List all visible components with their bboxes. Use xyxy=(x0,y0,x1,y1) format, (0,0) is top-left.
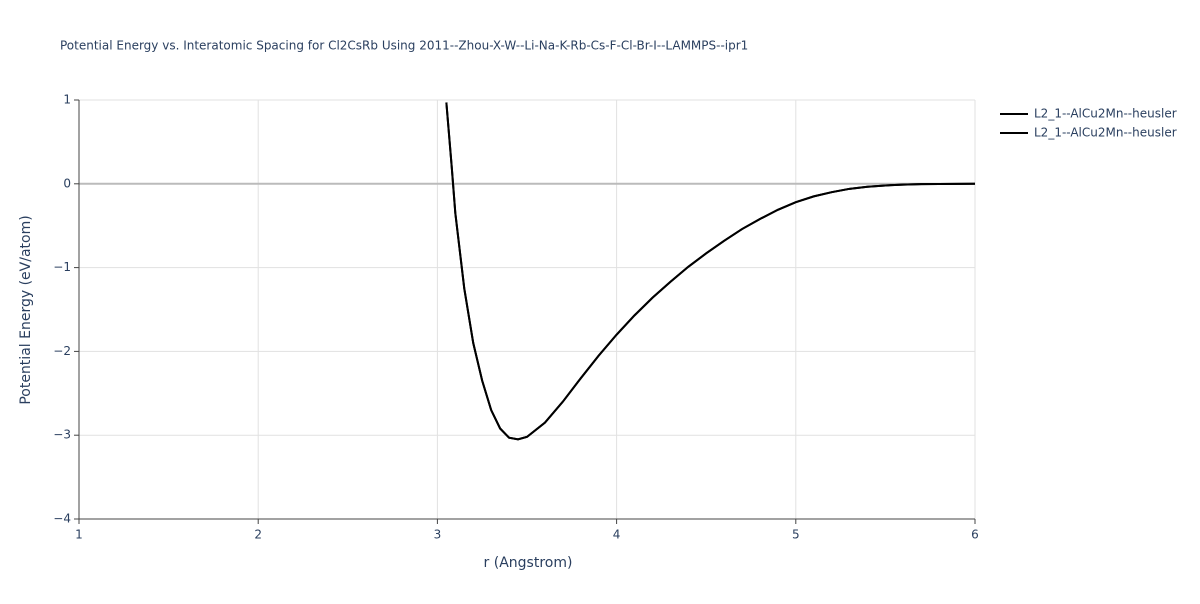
y-tick-label: −2 xyxy=(53,344,71,358)
x-tick-label: 5 xyxy=(792,528,800,542)
x-tick-label: 4 xyxy=(613,528,621,542)
x-tick-label: 3 xyxy=(434,528,442,542)
y-tick-label: −4 xyxy=(53,512,71,526)
y-tick-label: 1 xyxy=(63,93,71,107)
x-axis-label: r (Angstrom) xyxy=(484,555,573,571)
legend-label: L2_1--AlCu2Mn--heusler xyxy=(1034,107,1177,121)
y-tick-label: 0 xyxy=(63,176,71,190)
x-tick-label: 1 xyxy=(75,528,83,542)
line-series xyxy=(445,102,975,441)
line-series xyxy=(445,102,975,441)
y-axis-label: Potential Energy (eV/atom) xyxy=(18,215,34,404)
chart-title: Potential Energy vs. Interatomic Spacing… xyxy=(60,39,748,53)
y-tick-label: −1 xyxy=(53,260,71,274)
legend-label: L2_1--AlCu2Mn--heusler xyxy=(1034,126,1177,140)
x-tick-label: 2 xyxy=(254,528,262,542)
y-tick-label: −3 xyxy=(53,428,71,442)
x-tick-label: 6 xyxy=(971,528,979,542)
